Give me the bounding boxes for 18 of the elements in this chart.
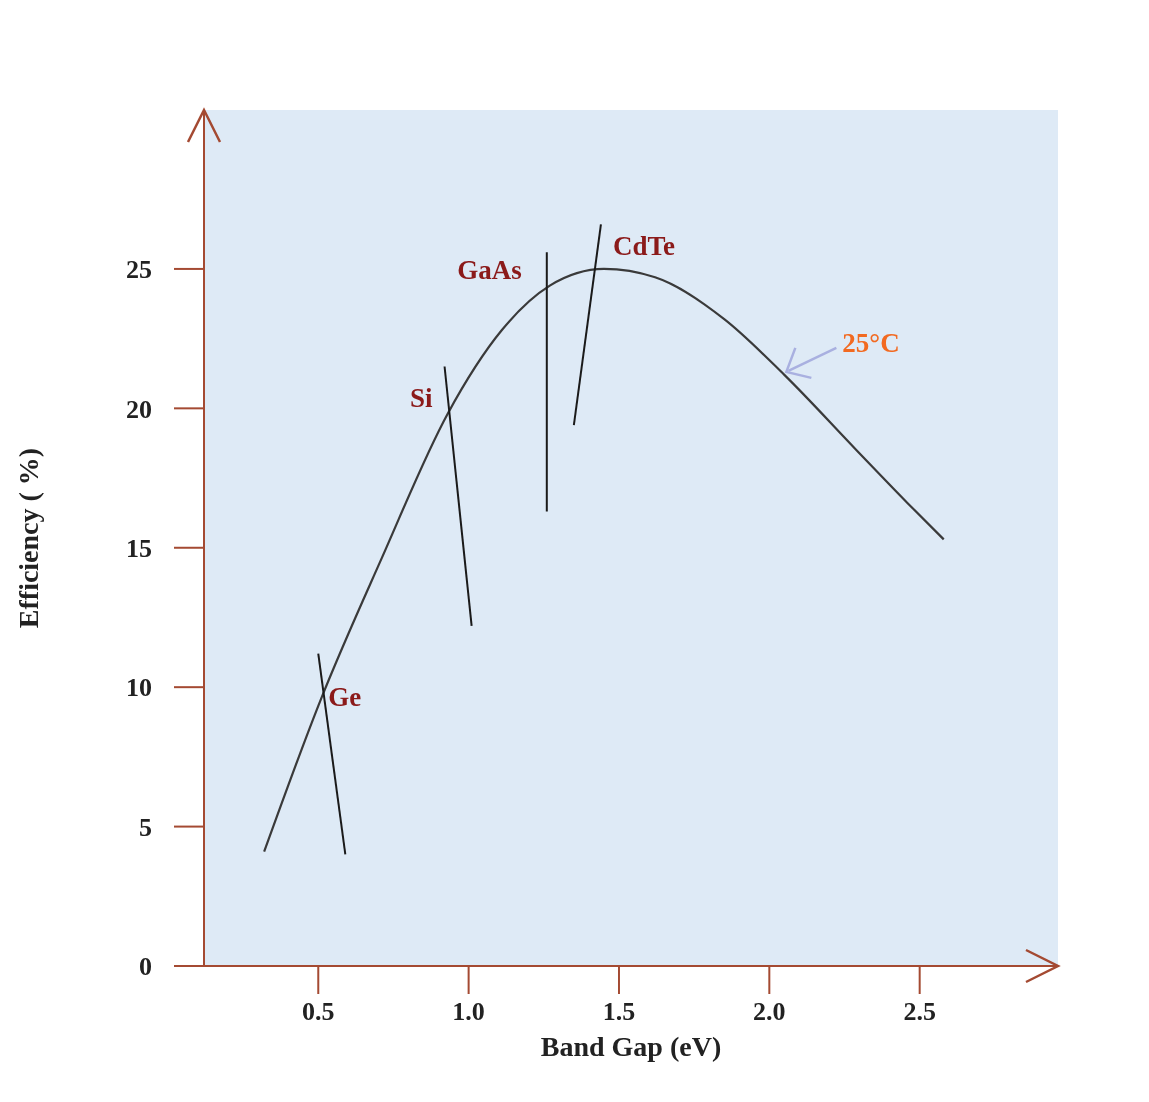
series-label: Si (410, 382, 434, 413)
y-axis-title: Efficiency ( %) (12, 447, 44, 629)
series-label: GaAs (457, 255, 522, 286)
series-label: Ge (328, 681, 362, 712)
y-tick-label: 5 (139, 812, 152, 842)
x-tick-label: 0.5 (302, 997, 335, 1027)
y-tick-label: 15 (126, 533, 152, 563)
x-tick-label: 1.5 (602, 997, 636, 1027)
y-tick-label: 25 (126, 255, 152, 285)
series-label: CdTe (612, 231, 675, 262)
x-tick-label: 2.0 (753, 997, 786, 1027)
annotation: 25°C (842, 327, 900, 358)
x-tick-label: 2.5 (903, 997, 936, 1027)
y-tick-label: 0 (139, 952, 152, 982)
x-tick-label: 1.0 (452, 997, 485, 1027)
x-axis-title: Band Gap (eV) (540, 1031, 722, 1062)
y-tick-label: 20 (126, 394, 152, 424)
y-tick-label: 10 (126, 673, 152, 703)
